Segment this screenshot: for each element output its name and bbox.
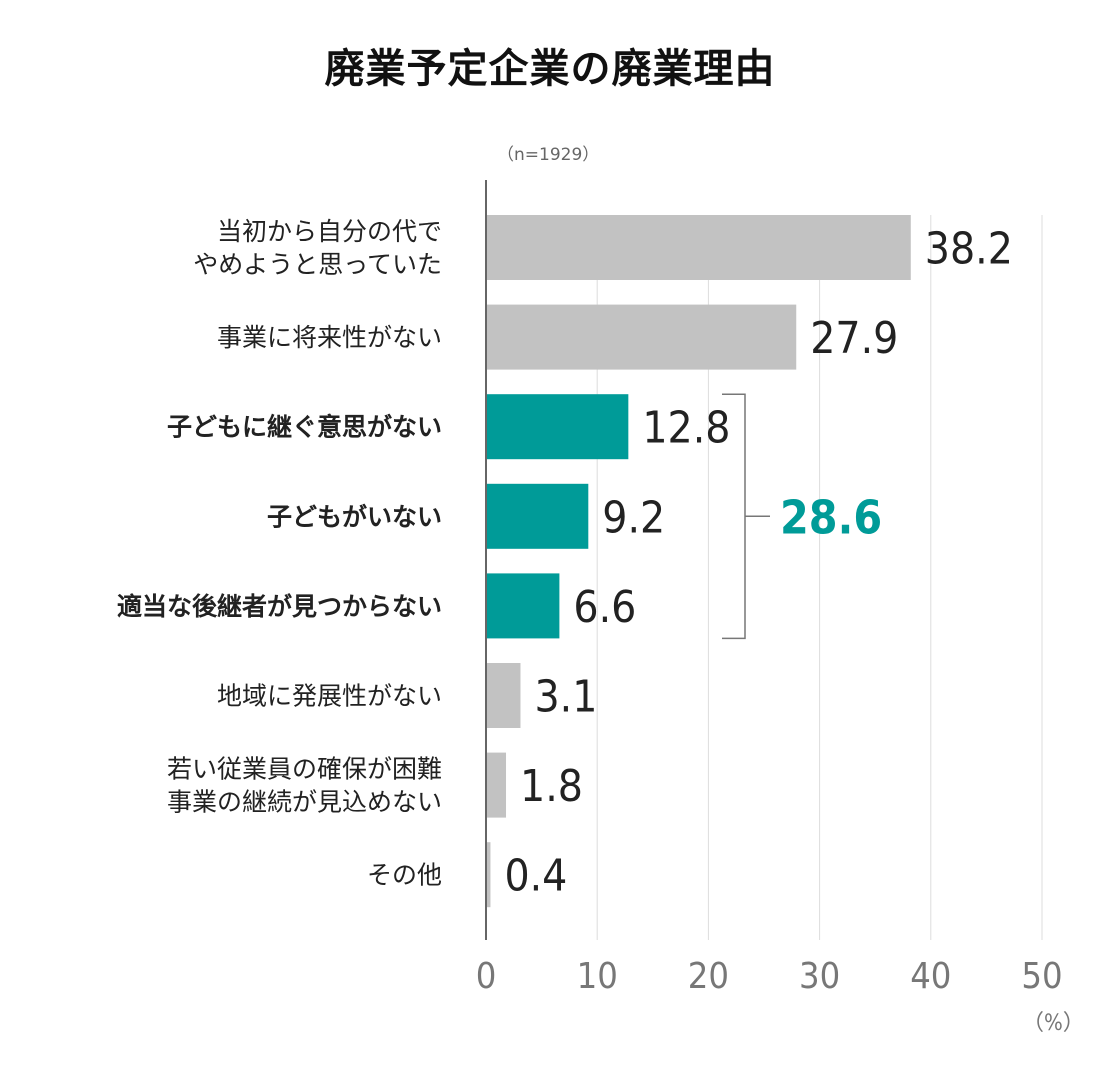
x-tick-label: 10: [577, 956, 618, 997]
bar: [486, 215, 911, 280]
x-tick-label: 20: [688, 956, 729, 997]
value-label: 9.2: [602, 492, 665, 543]
value-label: 12.8: [642, 403, 730, 454]
bar: [486, 842, 491, 908]
bar: [486, 573, 560, 639]
value-label: 27.9: [810, 313, 898, 364]
chart-title: 廃業予定企業の廃業理由: [324, 46, 776, 92]
category-label: やめようと思っていた: [193, 250, 442, 279]
x-tick-label: 50: [1021, 956, 1062, 997]
value-label: 0.4: [504, 851, 567, 902]
group-total-label: 28.6: [780, 490, 882, 544]
category-label: その他: [367, 861, 442, 890]
bar: [486, 394, 629, 460]
bar: [486, 752, 507, 818]
x-tick-label: 30: [799, 956, 840, 997]
x-tick-label: 0: [476, 956, 497, 997]
bar: [486, 304, 797, 370]
category-label: 子どもに継ぐ意思がない: [167, 413, 442, 442]
category-label: 事業に将来性がない: [217, 323, 442, 352]
sample-size-note: （n=1929）: [497, 145, 600, 165]
x-tick-label: 40: [910, 956, 951, 997]
value-label: 1.8: [520, 761, 583, 812]
bar: [486, 663, 521, 728]
bar: [486, 483, 589, 549]
category-label: 事業の継続が見込めない: [167, 788, 442, 817]
category-label: 子どもがいない: [267, 502, 442, 531]
category-label: 当初から自分の代で: [217, 217, 442, 246]
value-label: 6.6: [573, 582, 636, 633]
value-label: 38.2: [925, 224, 1013, 275]
category-label: 適当な後継者が見つからない: [117, 592, 442, 621]
category-label: 若い従業員の確保が困難: [167, 755, 442, 784]
x-axis-unit: （%）: [1022, 1011, 1085, 1036]
category-label: 地域に発展性がない: [217, 682, 442, 711]
value-label: 3.1: [534, 672, 597, 723]
